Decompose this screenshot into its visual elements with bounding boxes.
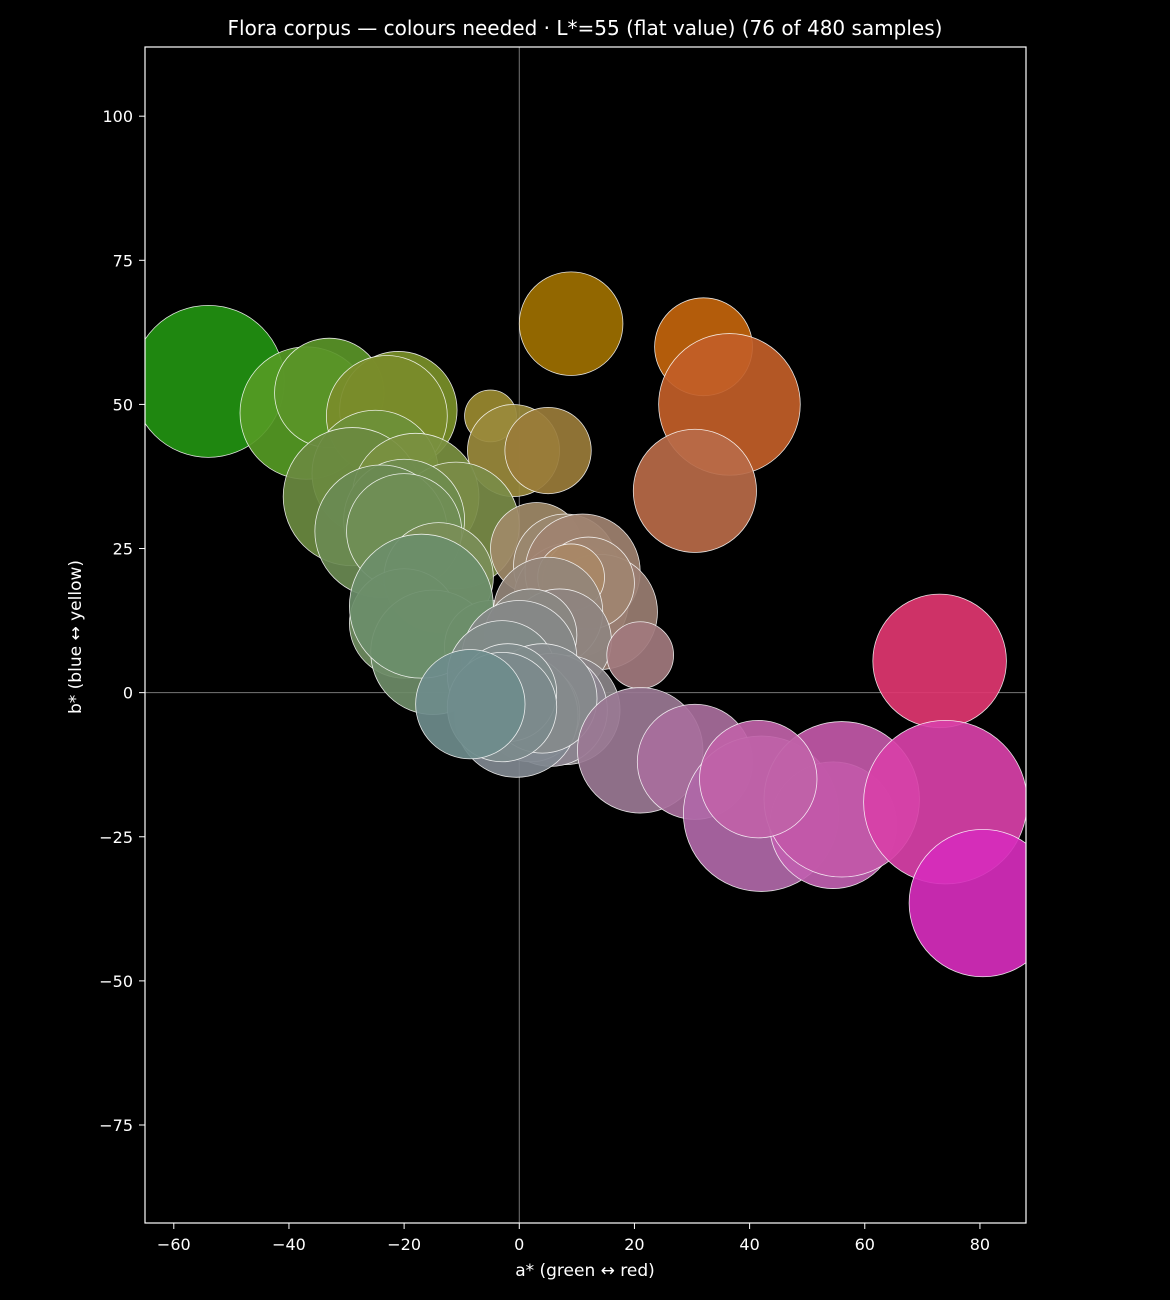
x-axis-ticks: −60 −40 −20 0 20 40 60 80 [157,1223,990,1254]
y-tick-label: 75 [113,251,133,270]
y-tick-label: −25 [99,828,133,847]
y-tick-label: 25 [113,540,133,559]
plot-area [145,47,1026,1223]
x-tick-label: 80 [970,1235,990,1254]
y-tick-label: 100 [102,107,133,126]
x-tick-label: 20 [624,1235,644,1254]
x-tick-label: −60 [157,1235,191,1254]
data-point [606,621,675,689]
y-axis-label: b* (blue ↔ yellow) [66,560,86,714]
x-tick-label: 40 [739,1235,759,1254]
data-points [145,271,1026,978]
chart-title: Flora corpus — colours needed · L*=55 (f… [228,16,943,40]
y-tick-label: −50 [99,972,133,991]
data-point [872,593,1007,729]
data-point [699,719,818,839]
y-tick-label: 0 [123,684,133,703]
y-axis-ticks: −75 −50 −25 0 25 50 75 100 [99,107,145,1135]
plot-frame [144,46,1027,1224]
y-tick-label: 50 [113,395,133,414]
x-tick-label: 60 [855,1235,875,1254]
data-point [518,271,624,376]
y-tick-label: −75 [99,1116,133,1135]
x-tick-label: −20 [387,1235,421,1254]
x-axis-label: a* (green ↔ red) [515,1261,655,1281]
data-point [415,649,526,760]
x-tick-label: −40 [272,1235,306,1254]
x-tick-label: 0 [514,1235,524,1254]
data-point [632,428,757,553]
data-point [504,406,592,495]
data-point [908,828,1026,978]
